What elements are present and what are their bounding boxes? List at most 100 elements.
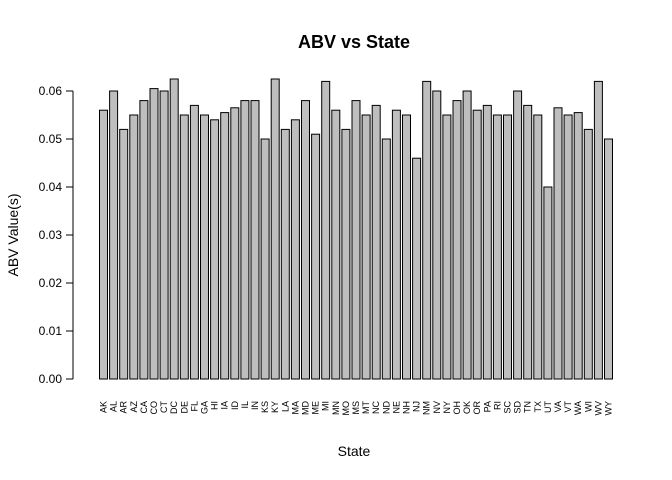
- y-tick-label: 0.05: [39, 132, 63, 146]
- bar-md: [301, 100, 310, 380]
- x-tick-label: HI: [210, 401, 220, 410]
- bar-ct: [159, 90, 169, 380]
- bar-wv: [593, 80, 603, 380]
- y-tick-label: 0.03: [39, 228, 63, 242]
- bar-nm: [422, 80, 432, 380]
- bar-or: [472, 109, 482, 380]
- x-tick-label: OR: [472, 400, 482, 414]
- x-tick-label: WI: [583, 401, 593, 412]
- x-tick-label: NH: [402, 401, 412, 414]
- x-tick-label: AZ: [129, 401, 139, 413]
- bar-ma: [290, 119, 300, 380]
- x-tick-label: NE: [391, 401, 401, 414]
- x-tick-label: FL: [189, 401, 199, 412]
- y-axis-label: ABV Value(s): [5, 194, 21, 277]
- x-tick-label: UT: [543, 401, 553, 413]
- x-tick-label: ND: [381, 401, 391, 414]
- y-tick-label: 0.00: [39, 372, 63, 386]
- x-tick-label: GA: [200, 401, 210, 414]
- x-tick-label: AL: [109, 401, 119, 412]
- y-tick-label: 0.04: [39, 180, 63, 194]
- bar-hi: [210, 119, 220, 380]
- x-tick-label: NJ: [412, 401, 422, 412]
- bar-il: [240, 100, 250, 380]
- x-tick-label: WY: [604, 401, 614, 416]
- x-tick-label: WA: [573, 401, 583, 415]
- x-tick-label: NC: [371, 401, 381, 414]
- bar-nv: [432, 90, 442, 380]
- bar-wa: [573, 112, 583, 380]
- bar-oh: [452, 100, 462, 380]
- x-tick-label: VT: [563, 401, 573, 413]
- x-tick-label: KS: [260, 401, 270, 413]
- bar-mn: [331, 109, 341, 380]
- bar-ri: [492, 114, 502, 380]
- bar-ak: [99, 109, 108, 380]
- bar-sd: [513, 90, 523, 380]
- bar-mt: [361, 114, 371, 380]
- bar-ar: [119, 128, 129, 380]
- y-tick-label: 0.06: [39, 84, 63, 98]
- x-tick-label: IN: [250, 401, 260, 410]
- bar-wy: [604, 138, 613, 380]
- bar-la: [280, 128, 290, 380]
- bar-ia: [220, 112, 230, 380]
- bar-ky: [270, 78, 280, 380]
- x-axis-label: State: [338, 443, 371, 459]
- bar-az: [129, 114, 139, 380]
- bar-in: [250, 100, 260, 380]
- x-tick-label: RI: [492, 401, 502, 410]
- bar-mi: [321, 80, 331, 380]
- bar-nj: [412, 157, 422, 380]
- x-tick-label: CT: [159, 401, 169, 413]
- bar-sc: [503, 114, 512, 380]
- x-tick-label: SC: [503, 401, 513, 414]
- bar-ok: [462, 90, 472, 380]
- x-tick-label: MS: [351, 401, 361, 415]
- x-tick-label: MD: [301, 401, 311, 415]
- bar-mo: [341, 128, 351, 380]
- x-tick-label: IA: [220, 401, 230, 410]
- x-tick-label: LA: [280, 401, 290, 412]
- bar-pa: [482, 104, 492, 380]
- chart-title: ABV vs State: [298, 32, 410, 52]
- y-tick-label: 0.01: [39, 324, 63, 338]
- x-tick-label: VA: [553, 401, 563, 412]
- x-tick-label: CA: [139, 401, 149, 414]
- x-tick-label: MA: [290, 401, 300, 415]
- bar-tn: [523, 104, 533, 380]
- x-tick-label: AR: [119, 401, 129, 414]
- bar-nd: [381, 138, 391, 380]
- x-tick-label: TN: [523, 401, 533, 413]
- x-tick-label: NV: [432, 401, 442, 414]
- bar-ut: [543, 186, 553, 380]
- x-tick-label: SD: [513, 401, 523, 414]
- x-tick-label: OH: [452, 401, 462, 415]
- bar-me: [311, 133, 321, 380]
- x-tick-label: AK: [99, 401, 109, 413]
- bar-va: [553, 107, 563, 380]
- bar-dc: [169, 78, 179, 380]
- bar-de: [179, 114, 189, 380]
- bar-wi: [583, 128, 593, 380]
- bars: [99, 78, 613, 380]
- x-tick-label: MO: [341, 401, 351, 416]
- y-tick-label: 0.02: [39, 276, 63, 290]
- x-tick-label: CO: [149, 401, 159, 415]
- x-tick-label: OK: [462, 401, 472, 414]
- bar-ms: [351, 100, 361, 380]
- bar-fl: [189, 104, 199, 380]
- bar-al: [109, 90, 119, 380]
- y-axis: 0.00 0.01 0.02 0.03 0.04 0.05 0.06: [39, 84, 74, 386]
- x-tick-label: PA: [482, 401, 492, 412]
- x-tick-label: DE: [179, 401, 189, 414]
- bar-ca: [139, 100, 149, 380]
- x-tick-label: NY: [442, 401, 452, 414]
- x-tick-label: MN: [331, 401, 341, 415]
- x-tick-labels: AK AL AR AZ CA CO CT DC DE FL GA HI IA ID IL IN KS KY LA MA…: [99, 400, 614, 415]
- bar-ny: [442, 114, 452, 380]
- x-tick-label: TX: [533, 401, 543, 413]
- bar-vt: [563, 114, 573, 380]
- bar-co: [149, 88, 159, 380]
